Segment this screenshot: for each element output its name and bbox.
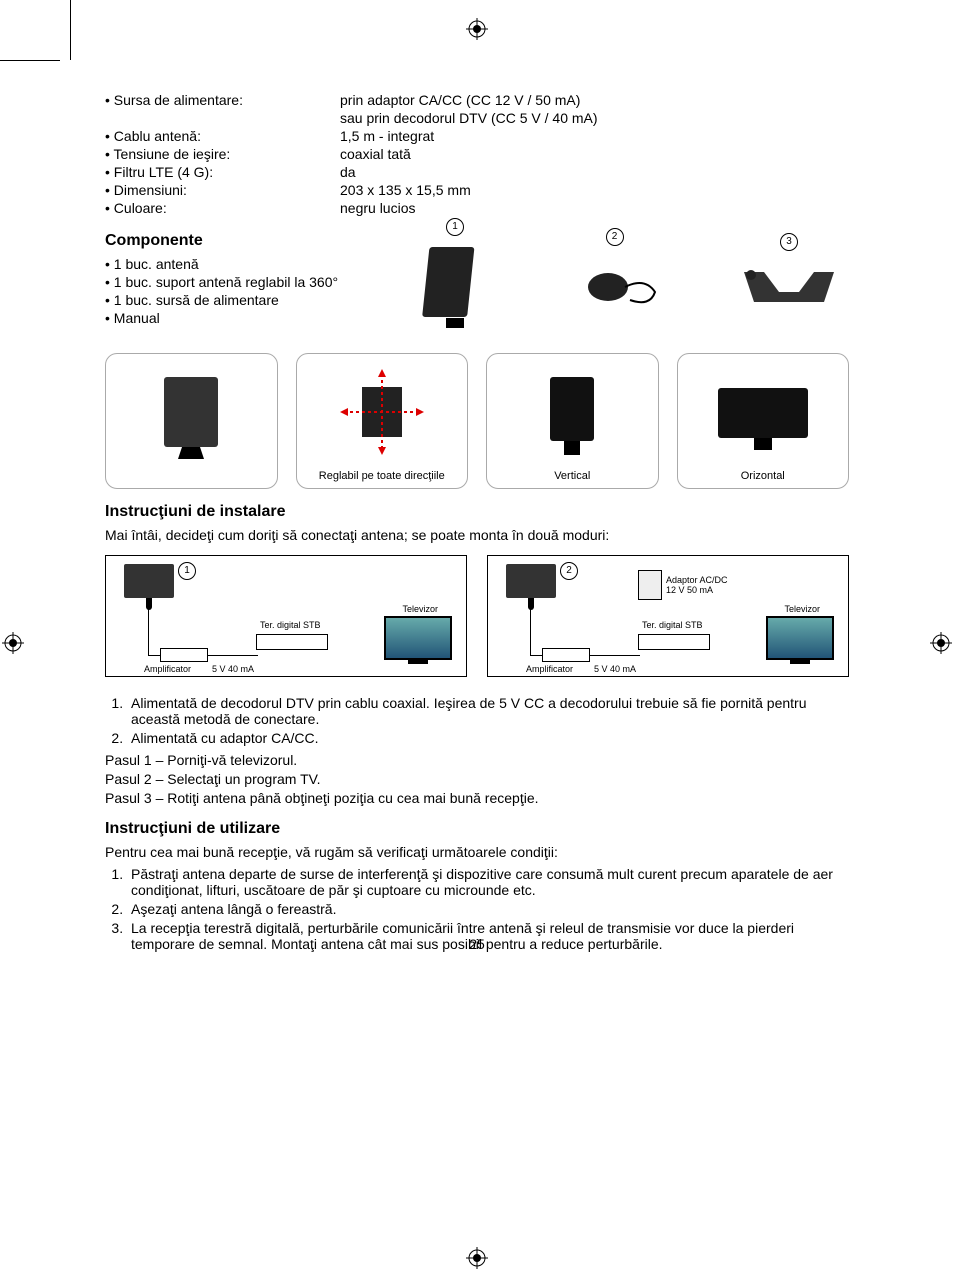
componente-heading: Componente xyxy=(105,232,420,250)
circled-number-icon: 2 xyxy=(560,562,578,580)
install-step: Pasul 2 – Selectaţi un program TV. xyxy=(105,771,849,787)
usage-heading: Instrucţiuni de utilizare xyxy=(105,820,849,838)
install-step: Pasul 1 – Porniţi-vă televizorul. xyxy=(105,752,849,768)
spec-value: sau prin decodorul DTV (CC 5 V / 40 mA) xyxy=(340,110,849,126)
spec-label: Tensiune de ieşire: xyxy=(105,146,340,162)
spec-label: Sursa de alimentare: xyxy=(105,92,340,108)
tv-icon xyxy=(384,616,452,660)
spec-value: 203 x 135 x 15,5 mm xyxy=(340,182,849,198)
amp-value: 5 V 40 mA xyxy=(212,664,254,674)
circled-number-icon: 1 xyxy=(446,218,464,236)
usage-item: Păstraţi antena departe de surse de inte… xyxy=(127,866,849,898)
amplifier-icon xyxy=(542,648,590,662)
orientation-caption: Orizontal xyxy=(741,470,785,482)
spec-row: Culoare: negru lucios xyxy=(105,200,849,216)
antenna-icon xyxy=(506,564,556,598)
install-item: Alimentată de decodorul DTV prin cablu c… xyxy=(127,695,849,727)
install-numbered-list: Alimentată de decodorul DTV prin cablu c… xyxy=(105,695,849,746)
stb-icon xyxy=(256,634,328,650)
antenna-icon xyxy=(420,242,490,332)
component-image: 2 xyxy=(570,228,660,325)
orientation-card: Orizontal xyxy=(677,353,850,489)
bracket-icon xyxy=(739,257,839,317)
orientation-row: Reglabil pe toate direcţiile Vertical Or… xyxy=(105,353,849,489)
spec-label: Filtru LTE (4 G): xyxy=(105,164,340,180)
vertical-icon xyxy=(532,369,612,459)
component-image: 3 xyxy=(739,233,839,320)
antenna-back-icon xyxy=(146,369,236,459)
spec-label: Dimensiuni: xyxy=(105,182,340,198)
amp-label: Amplificator xyxy=(526,664,573,674)
circled-number-icon: 3 xyxy=(780,233,798,251)
spec-value: 1,5 m - integrat xyxy=(340,128,849,144)
install-heading: Instrucţiuni de instalare xyxy=(105,503,849,521)
spec-row: sau prin decodorul DTV (CC 5 V / 40 mA) xyxy=(105,110,849,126)
tv-label: Televizor xyxy=(784,604,820,614)
spec-value: da xyxy=(340,164,849,180)
componente-item: Manual xyxy=(105,310,420,326)
spec-label xyxy=(105,110,340,126)
circled-number-icon: 1 xyxy=(178,562,196,580)
orientation-card xyxy=(105,353,278,489)
spec-row: Sursa de alimentare: prin adaptor CA/CC … xyxy=(105,92,849,108)
horizontal-icon xyxy=(708,374,818,454)
circled-number-icon: 2 xyxy=(606,228,624,246)
install-step: Pasul 3 – Rotiţi antena până obţineţi po… xyxy=(105,790,849,806)
registration-mark-icon xyxy=(466,1247,488,1269)
stb-label: Ter. digital STB xyxy=(642,620,703,630)
componente-item: 1 buc. suport antenă reglabil la 360° xyxy=(105,274,420,290)
componente-item: 1 buc. sursă de alimentare xyxy=(105,292,420,308)
spec-row: Cablu antenă: 1,5 m - integrat xyxy=(105,128,849,144)
adaptor-label-line: 12 V 50 mA xyxy=(666,585,713,595)
spec-row: Tensiune de ieşire: coaxial tată xyxy=(105,146,849,162)
amp-label: Amplificator xyxy=(144,664,191,674)
spec-value: prin adaptor CA/CC (CC 12 V / 50 mA) xyxy=(340,92,849,108)
adaptor-label: Adaptor AC/DC 12 V 50 mA xyxy=(666,576,728,596)
componente-item: 1 buc. antenă xyxy=(105,256,420,272)
adjustable-icon xyxy=(332,369,432,459)
wiring-diagram-1: 1 Amplificator 5 V 40 mA Ter. digital ST… xyxy=(105,555,467,677)
usage-item: Aşezaţi antena lângă o fereastră. xyxy=(127,901,849,917)
tv-label: Televizor xyxy=(402,604,438,614)
adaptor-label-line: Adaptor AC/DC xyxy=(666,575,728,585)
amp-value: 5 V 40 mA xyxy=(594,664,636,674)
stb-label: Ter. digital STB xyxy=(260,620,321,630)
spec-label: Cablu antenă: xyxy=(105,128,340,144)
install-item: Alimentată cu adaptor CA/CC. xyxy=(127,730,849,746)
page-number: 25 xyxy=(0,936,954,952)
spec-value: negru lucios xyxy=(340,200,849,216)
orientation-caption: Vertical xyxy=(554,470,590,482)
spec-row: Dimensiuni: 203 x 135 x 15,5 mm xyxy=(105,182,849,198)
usage-intro: Pentru cea mai bună recepţie, vă rugăm s… xyxy=(105,844,849,860)
orientation-caption: Reglabil pe toate direcţiile xyxy=(319,470,445,482)
wiring-diagram-2: 2 Adaptor AC/DC 12 V 50 mA Amplificator … xyxy=(487,555,849,677)
amplifier-icon xyxy=(160,648,208,662)
spec-label: Culoare: xyxy=(105,200,340,216)
install-intro: Mai întâi, decideţi cum doriţi să conect… xyxy=(105,527,849,543)
stb-icon xyxy=(638,634,710,650)
spec-row: Filtru LTE (4 G): da xyxy=(105,164,849,180)
spec-list: Sursa de alimentare: prin adaptor CA/CC … xyxy=(105,92,849,216)
spec-value: coaxial tată xyxy=(340,146,849,162)
antenna-icon xyxy=(124,564,174,598)
component-image: 1 xyxy=(420,218,490,335)
orientation-card: Reglabil pe toate direcţiile xyxy=(296,353,469,489)
orientation-card: Vertical xyxy=(486,353,659,489)
tv-icon xyxy=(766,616,834,660)
adaptor-icon xyxy=(638,570,662,600)
power-supply-icon xyxy=(570,252,660,322)
